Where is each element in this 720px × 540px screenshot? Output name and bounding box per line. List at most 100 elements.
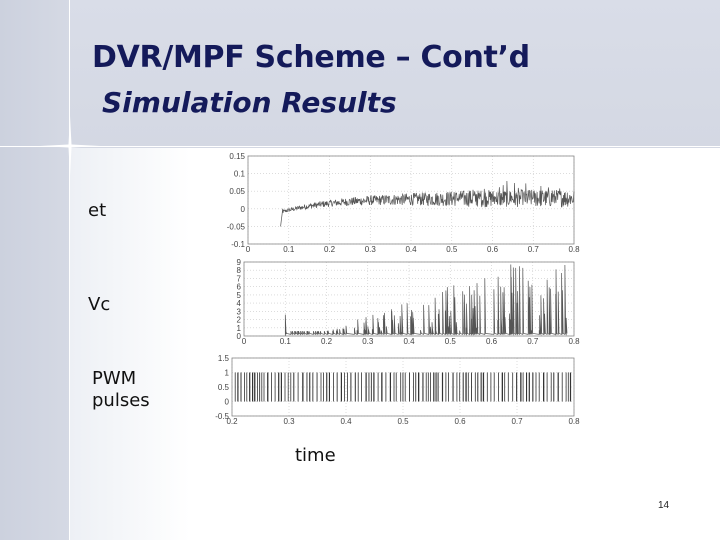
pulse-bar <box>267 372 269 402</box>
y-tick-label: 0 <box>241 205 246 214</box>
decor-vline <box>69 0 70 540</box>
pulse-bar <box>465 372 467 402</box>
y-tick-label: 0.5 <box>218 383 230 392</box>
pulse-bar <box>274 372 276 402</box>
pulse-bar <box>569 372 572 402</box>
pulse-bar <box>402 372 404 402</box>
y-tick-label: 9 <box>237 258 242 267</box>
pulse-bar <box>328 372 330 402</box>
left-band <box>0 0 70 540</box>
pulse-bar <box>526 372 528 402</box>
pulse-bar <box>389 372 391 402</box>
pulse-bar <box>385 372 387 402</box>
pulse-bar <box>377 372 379 402</box>
decor-hline <box>0 146 720 147</box>
pulse-bar <box>553 372 555 402</box>
x-tick-label: 0.3 <box>283 417 295 426</box>
pulse-bar <box>543 372 545 402</box>
pulse-bar <box>259 372 261 402</box>
pulse-bar <box>445 372 447 402</box>
y-tick-label: 0 <box>225 398 230 407</box>
pulse-bar <box>427 372 429 402</box>
pulse-bar <box>561 372 563 402</box>
x-tick-label: 0.4 <box>403 337 415 344</box>
pulse-bar <box>395 372 397 402</box>
pulse-bar <box>425 372 427 402</box>
pulse-bar <box>538 372 540 402</box>
pulse-bar <box>448 372 449 402</box>
pulse-bar <box>254 372 256 402</box>
pulse-bar <box>302 372 304 402</box>
y-tick-label: 3 <box>237 307 242 316</box>
pulse-bar <box>413 372 414 402</box>
y-tick-label: 0.1 <box>234 170 246 179</box>
y-tick-label: 0.05 <box>229 187 245 196</box>
pulse-bar <box>261 372 263 402</box>
pulse-bar <box>512 372 514 402</box>
y-tick-label: 4 <box>237 299 242 308</box>
x-tick-label: 0.2 <box>226 417 238 426</box>
pulse-bar <box>365 372 367 402</box>
y-tick-label: 2 <box>237 316 242 325</box>
x-tick-label: 0.8 <box>568 337 580 344</box>
plot-frame <box>247 155 575 245</box>
pulse-bar <box>312 372 314 402</box>
pulse-bar <box>368 372 370 402</box>
pulse-bar <box>550 372 552 402</box>
pulse-bar <box>320 372 322 402</box>
pulse-bar <box>393 372 395 402</box>
pulse-bar <box>501 372 503 402</box>
label-et: et <box>88 200 107 221</box>
y-tick-label: 5 <box>237 291 242 300</box>
pulse-bar <box>323 372 324 402</box>
y-tick-label: 1 <box>225 369 230 378</box>
x-tick-label: 0.4 <box>340 417 352 426</box>
x-tick-label: 0.7 <box>528 245 540 254</box>
y-tick-label: 8 <box>237 266 242 275</box>
label-pulses: pulses <box>92 390 150 411</box>
pulse-bar <box>456 372 458 402</box>
x-tick-label: 0.7 <box>511 417 523 426</box>
left-fade <box>70 148 190 540</box>
pulse-bar <box>257 372 258 402</box>
chart-vc: 0 0.1 0.2 0.3 0.4 0.5 0.6 0.7 0.8 9 8 7 6 5 4 3 2 1 0 <box>192 258 590 344</box>
pulse-bar <box>532 372 534 402</box>
pulse-bar <box>263 372 265 402</box>
x-tick-label: 0.6 <box>487 245 499 254</box>
x-tick-label: 0.2 <box>321 337 333 344</box>
pulse-bar <box>240 372 242 402</box>
pulse-bar <box>381 372 383 402</box>
header-band <box>0 0 720 148</box>
pulse-bar <box>287 372 289 402</box>
pulse-bar <box>415 372 417 402</box>
x-tick-label: 0.6 <box>454 417 466 426</box>
x-tick-label: 0.4 <box>405 245 417 254</box>
pulse-bar <box>271 372 272 402</box>
pulse-bar <box>297 372 299 402</box>
pulse-bar <box>507 372 509 402</box>
pulse-bar <box>280 372 282 402</box>
x-tick-label: 0.3 <box>362 337 374 344</box>
x-tick-label: 0.5 <box>445 337 457 344</box>
pulse-bar <box>350 372 352 402</box>
pulse-bar <box>284 372 286 402</box>
pulse-bar <box>357 372 359 402</box>
x-tick-label: 0.5 <box>446 245 458 254</box>
pulse-bar <box>452 372 454 402</box>
y-tick-label: -0.1 <box>231 240 245 249</box>
x-tick-label: 0.5 <box>397 417 409 426</box>
pulse-bar <box>516 372 518 402</box>
x-axis-label: time <box>295 445 336 466</box>
pulse-bar <box>418 372 420 402</box>
pulse-bar <box>370 372 372 402</box>
pulse-bar <box>474 372 476 402</box>
pulse-bar <box>430 372 431 402</box>
x-tick-label: 0 <box>246 245 251 254</box>
pulse-bar <box>482 372 485 402</box>
pulse-bar <box>340 372 342 402</box>
label-pwm: PWM <box>92 368 137 389</box>
pulse-bar <box>435 372 437 402</box>
series-line <box>280 180 575 227</box>
x-tick-label: 0.3 <box>365 245 377 254</box>
